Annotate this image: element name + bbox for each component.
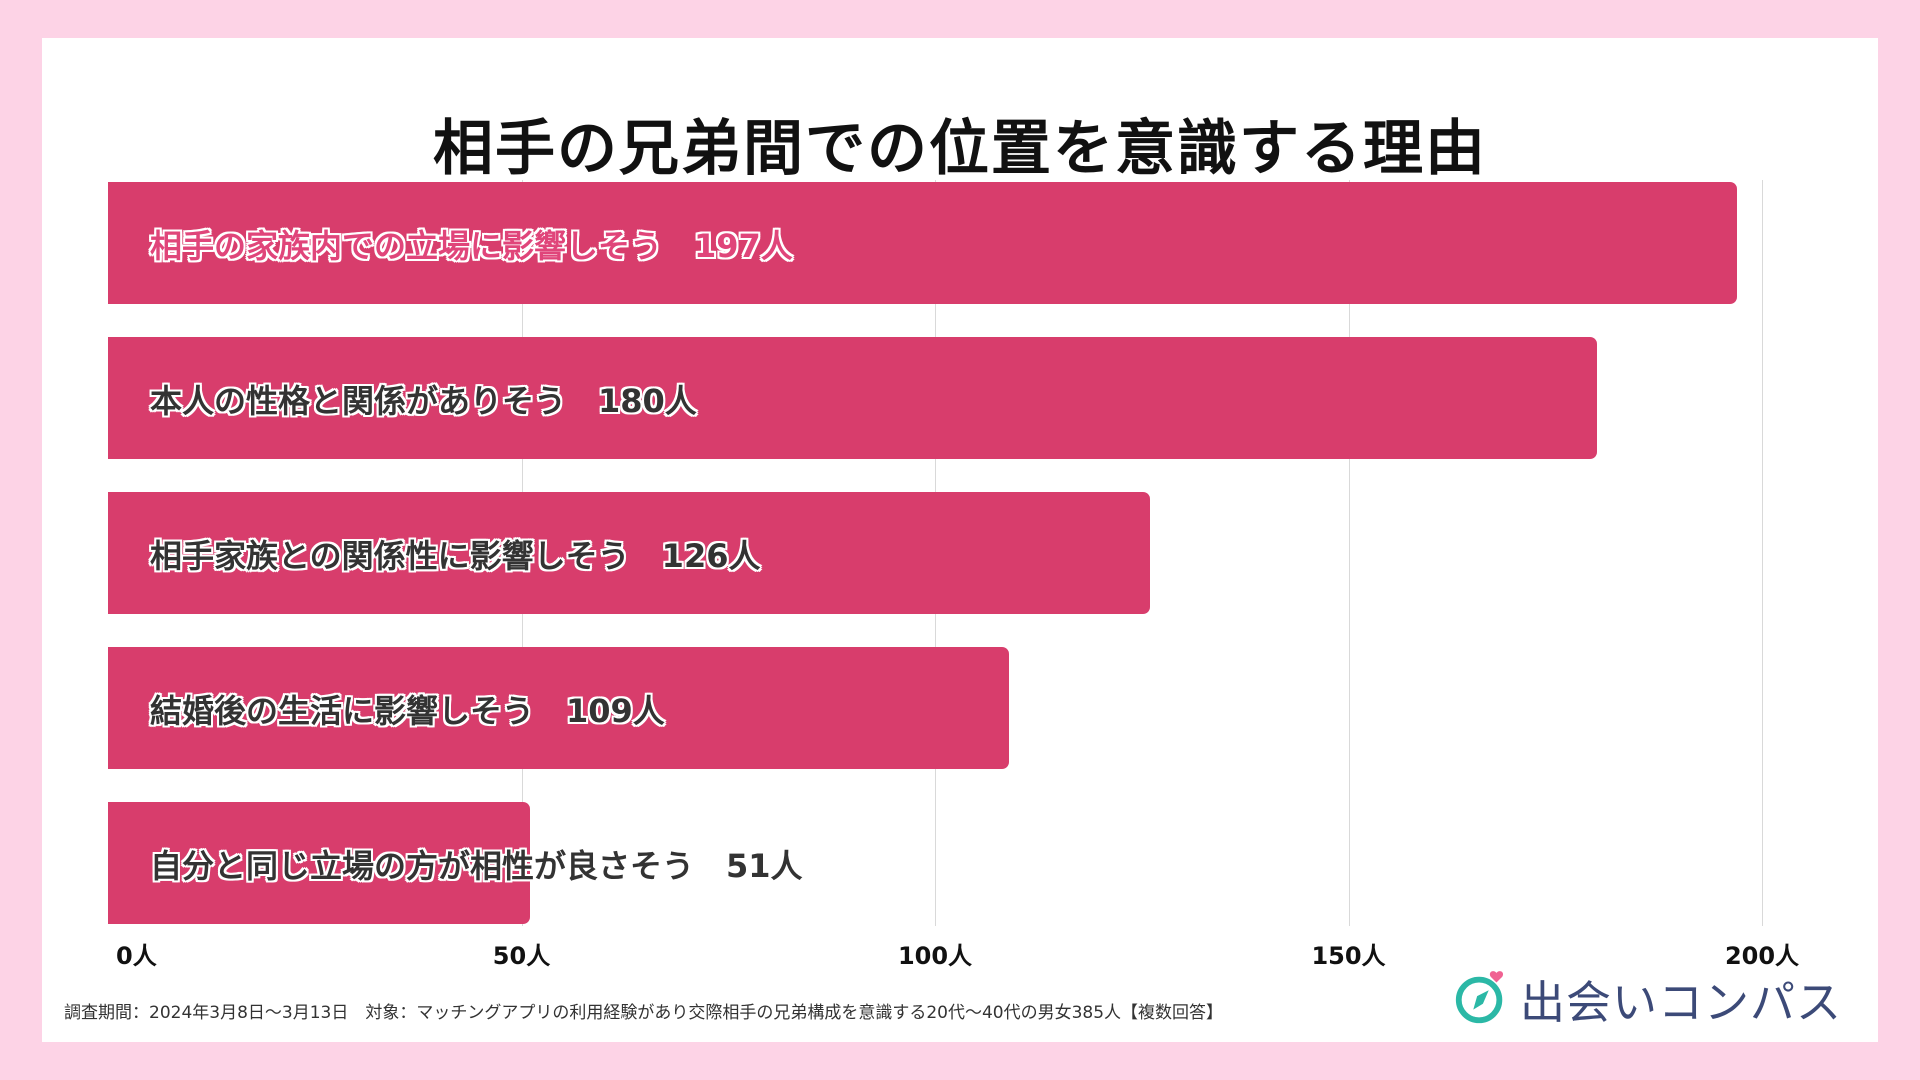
brand-name: 出会いコンパス <box>1520 975 1843 1029</box>
x-tick-label: 200人 <box>1724 942 1800 970</box>
x-tick-label: 150人 <box>1311 942 1386 970</box>
bar <box>108 647 1010 769</box>
brand-logo[interactable]: 出会いコンパス <box>1452 968 1843 1029</box>
compass-heart-icon <box>1455 971 1504 1024</box>
gridline <box>1348 180 1350 926</box>
bar <box>108 337 1597 459</box>
bar <box>108 182 1738 304</box>
bar <box>108 492 1151 614</box>
survey-footnote: 調査期間：2024年3月8日〜3月13日 対象：マッチングアプリの利用経験があり… <box>64 1003 1224 1023</box>
bar <box>108 802 530 924</box>
chart-title: 相手の兄弟間での位置を意識する理由 <box>433 114 1487 184</box>
x-tick-label: 50人 <box>492 942 551 970</box>
plot-area: 相手の家族内での立場に影響しそう 197人 本人の性格と関係がありそう 180人相… <box>42 38 1878 1042</box>
x-tick-label: 100人 <box>897 942 973 970</box>
bar-label: 相手家族との関係性に影響しそう 126人 <box>150 537 761 575</box>
bar-label: 結婚後の生活に影響しそう 109人 <box>150 692 665 730</box>
bar-label: 自分と同じ立場の方が相性が良さそう 51人 <box>150 847 803 885</box>
x-tick-label: 0人 <box>116 942 157 970</box>
bar-label: 本人の性格と関係がありそう 180人 <box>150 382 697 420</box>
chart-card: 相手の兄弟間での位置を意識する理由 相手の家族内での立場に影響しそう 197人本… <box>42 38 1878 1042</box>
gridline <box>1762 180 1763 926</box>
bar-label: 相手の家族内での立場に影響しそう 197人 <box>150 227 793 265</box>
